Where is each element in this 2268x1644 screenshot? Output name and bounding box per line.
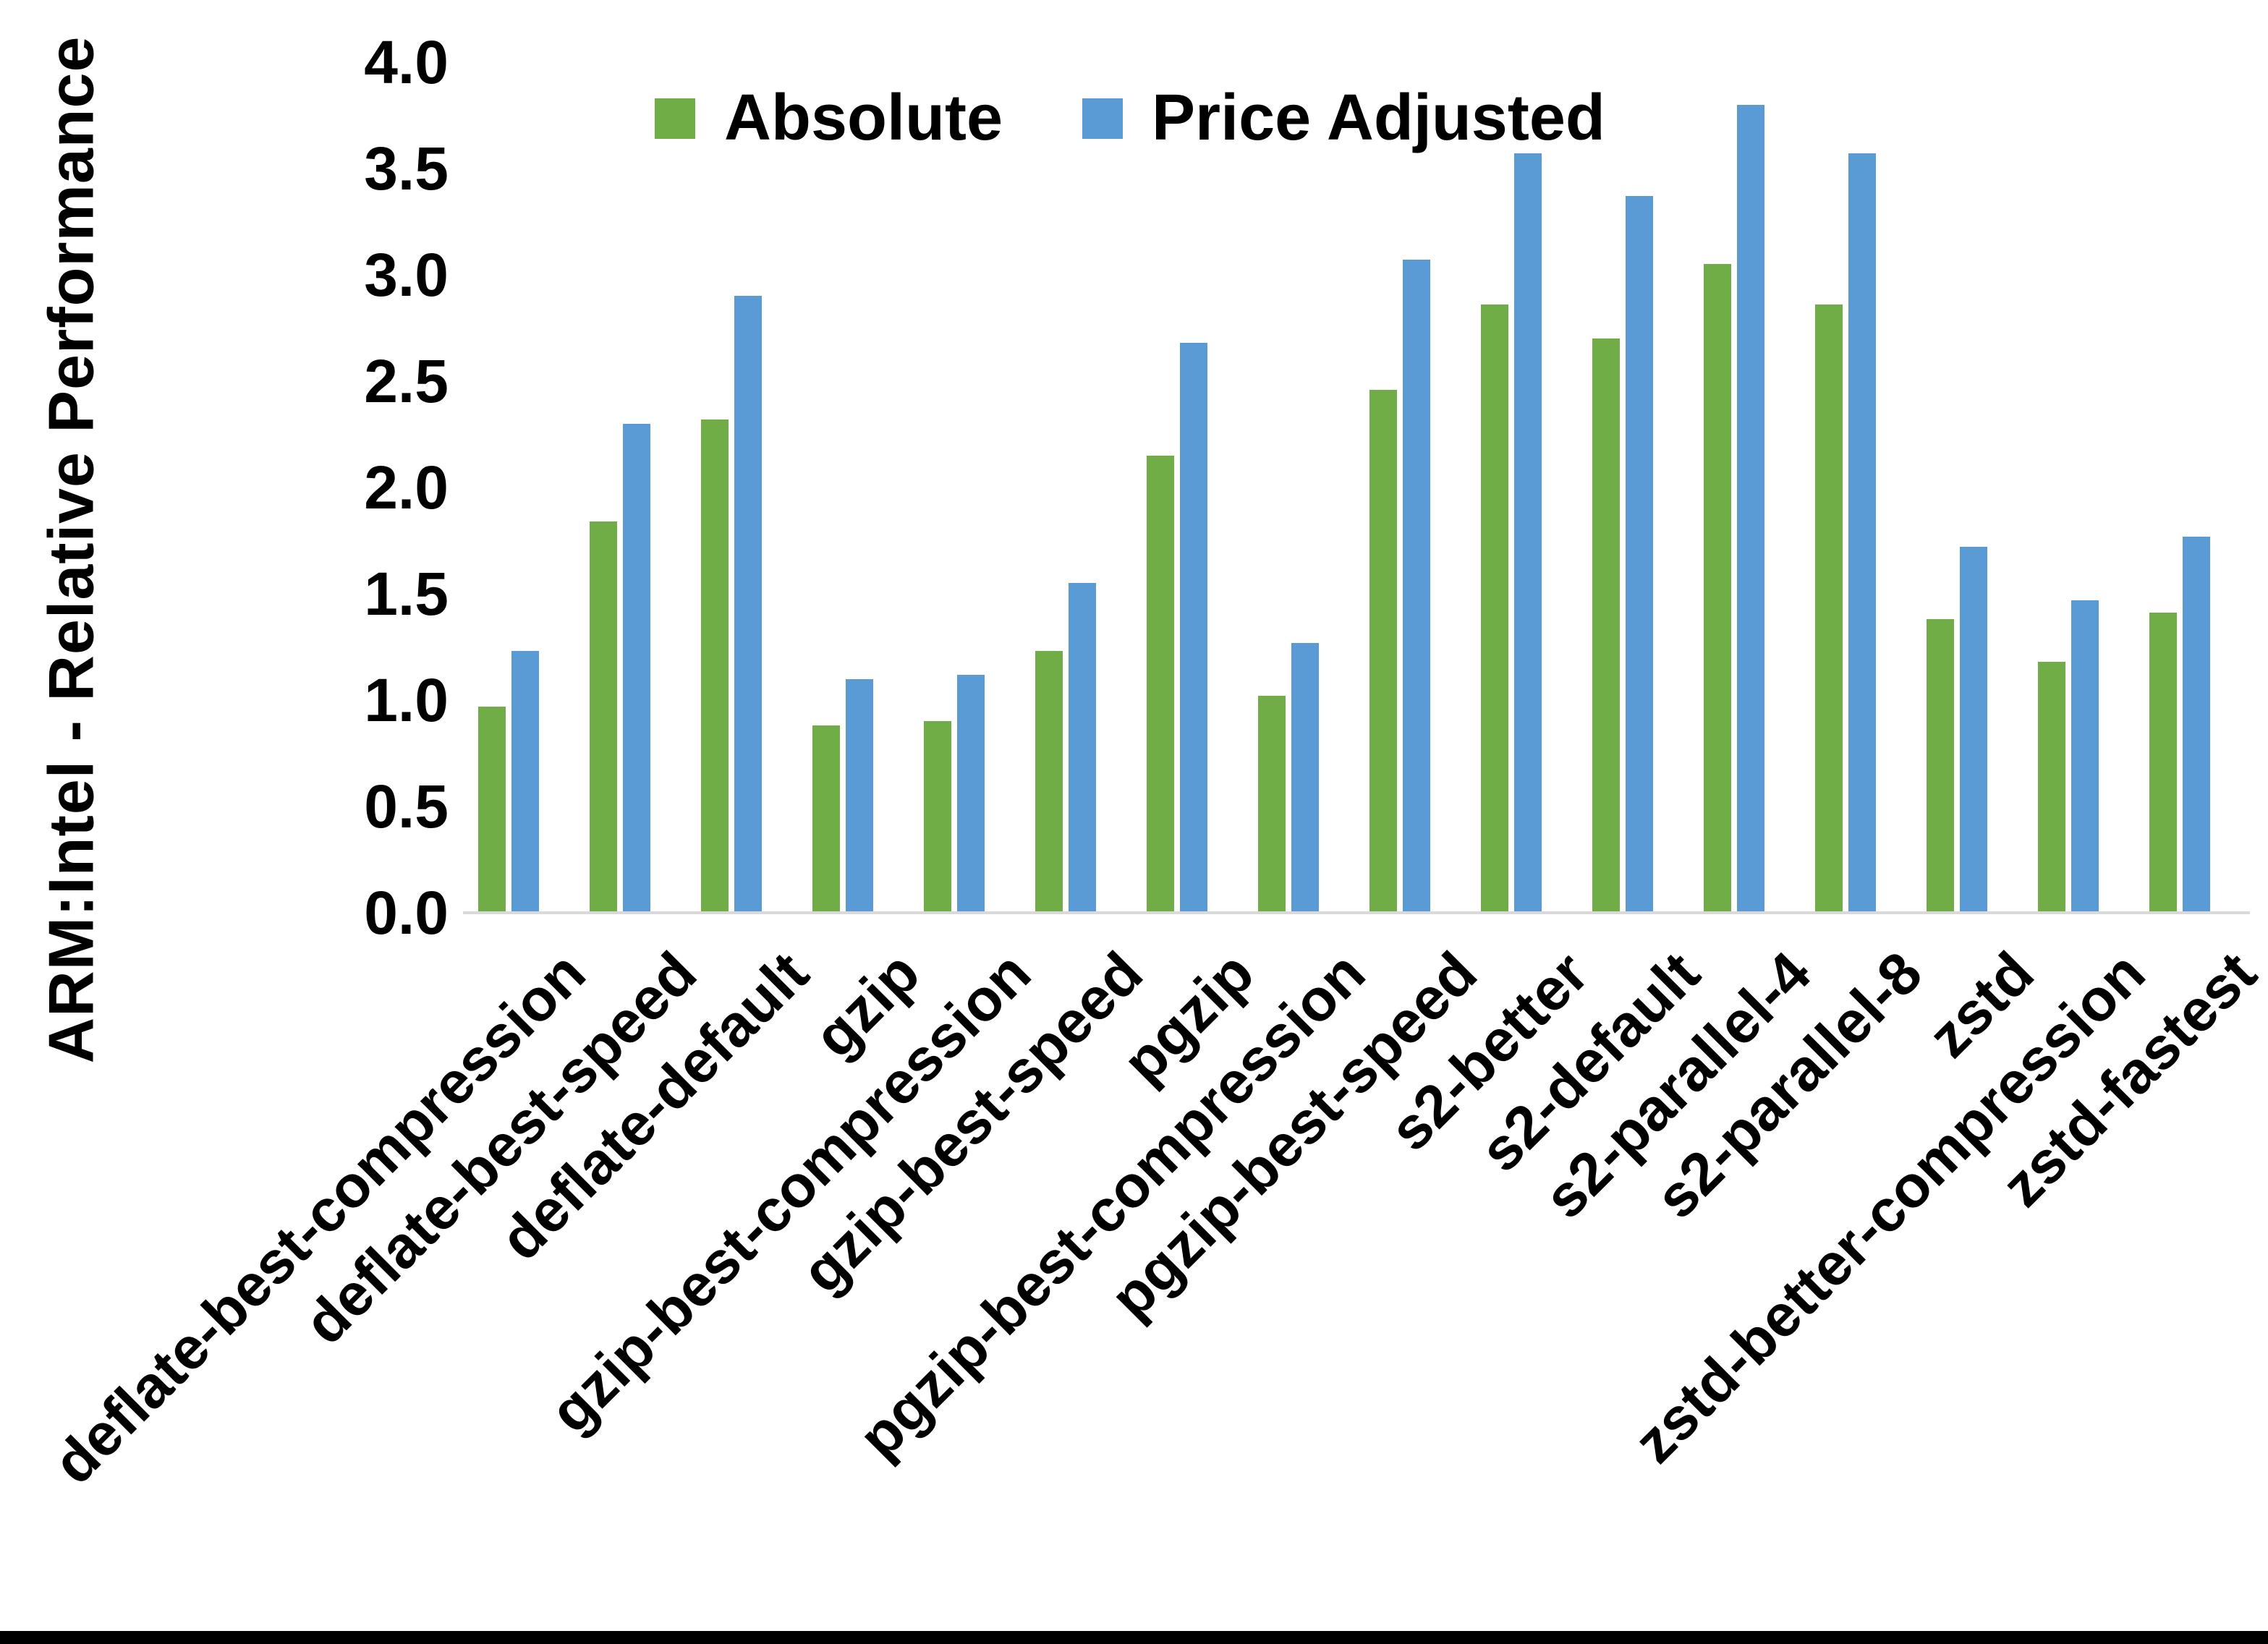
bar-s2-better-absolute — [1481, 304, 1508, 913]
legend-swatch-price-adjusted-icon — [1082, 98, 1124, 139]
bar-gzip-best-speed-price-adjusted — [1069, 583, 1096, 913]
bar-gzip-best-compression-absolute — [924, 721, 951, 913]
legend-swatch-absolute-icon — [655, 98, 695, 139]
legend-label-price-adjusted: Price Adjusted — [1152, 82, 1605, 154]
bar-pgzip-price-adjusted — [1180, 343, 1207, 913]
bar-pgzip-best-speed-price-adjusted — [1403, 260, 1430, 913]
bar-s2-parallel-4-absolute — [1704, 264, 1731, 913]
legend-label-absolute: Absolute — [724, 82, 1003, 154]
bar-deflate-default-price-adjusted — [734, 296, 762, 913]
bar-deflate-best-compression-absolute — [478, 707, 506, 913]
y-tick-label: 3.0 — [364, 241, 449, 309]
bar-pgzip-best-compression-price-adjusted — [1291, 643, 1319, 913]
y-tick-label: 1.0 — [364, 666, 449, 734]
bar-zstd-better-compression-absolute — [2038, 662, 2065, 913]
bar-deflate-best-compression-price-adjusted — [511, 651, 539, 913]
bar-zstd-price-adjusted — [1960, 547, 1987, 913]
bar-zstd-fastest-absolute — [2149, 613, 2177, 913]
y-tick-label: 1.5 — [364, 560, 449, 628]
y-tick-label: 0.0 — [364, 879, 449, 947]
bar-s2-parallel-8-absolute — [1815, 304, 1843, 913]
legend: Absolute Price Adjusted — [655, 81, 1605, 156]
bar-gzip-best-speed-absolute — [1035, 651, 1063, 913]
bar-s2-parallel-8-price-adjusted — [1848, 153, 1876, 913]
bar-pgzip-best-compression-absolute — [1258, 696, 1286, 913]
legend-item-absolute: Absolute — [655, 81, 1003, 156]
bar-zstd-fastest-price-adjusted — [2183, 537, 2210, 913]
y-tick-label: 2.5 — [364, 347, 449, 415]
bar-pgzip-best-speed-absolute — [1369, 390, 1397, 913]
legend-item-price-adjusted: Price Adjusted — [1082, 81, 1605, 156]
bar-zstd-better-compression-price-adjusted — [2071, 600, 2099, 913]
bar-pgzip-absolute — [1147, 456, 1174, 913]
bar-s2-default-absolute — [1592, 338, 1620, 913]
y-tick-label: 3.5 — [364, 135, 449, 203]
bar-zstd-absolute — [1927, 619, 1954, 913]
bar-s2-better-price-adjusted — [1514, 153, 1542, 913]
bar-s2-default-price-adjusted — [1626, 196, 1653, 913]
y-tick-label: 0.5 — [364, 772, 449, 840]
bar-gzip-price-adjusted — [846, 679, 873, 913]
bottom-border — [0, 1631, 2268, 1644]
bar-deflate-default-absolute — [701, 419, 729, 913]
bar-gzip-absolute — [812, 725, 840, 913]
y-tick-label: 2.0 — [364, 453, 449, 521]
bar-gzip-best-compression-price-adjusted — [957, 675, 985, 913]
bar-s2-parallel-4-price-adjusted — [1737, 105, 1764, 913]
x-axis-line — [463, 911, 2250, 914]
bar-deflate-best-speed-absolute — [590, 521, 617, 913]
y-tick-label: 4.0 — [364, 28, 449, 96]
bar-deflate-best-speed-price-adjusted — [623, 424, 650, 913]
